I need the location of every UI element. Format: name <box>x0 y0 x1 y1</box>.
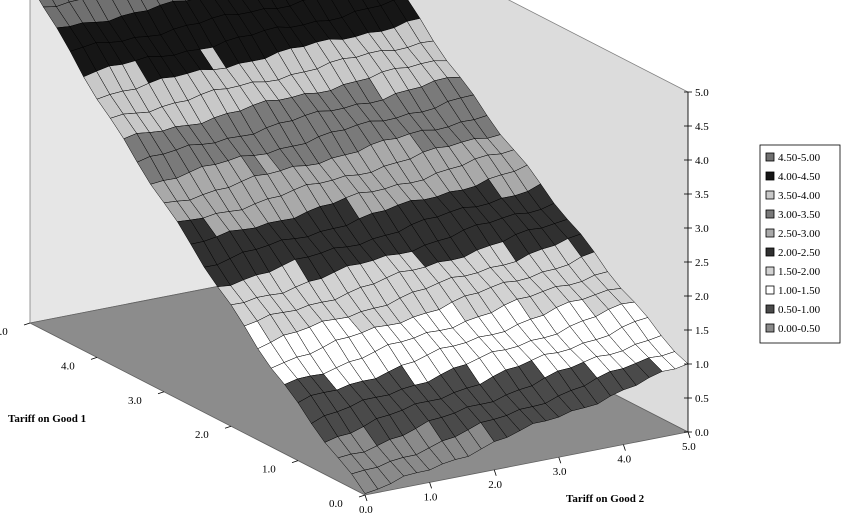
x-axis-title: Tariff on Good 1 <box>8 413 86 425</box>
x-axis-tick-label: 2.0 <box>195 429 209 441</box>
legend-label: 3.50-4.00 <box>778 190 821 202</box>
x-axis-tick <box>291 460 299 463</box>
legend-label: 2.50-3.00 <box>778 228 821 240</box>
surface-cell <box>351 469 379 494</box>
x-axis-tick-label: 3.0 <box>128 395 142 407</box>
x-axis-tick <box>23 322 31 326</box>
y-axis-tick-label: 1.0 <box>424 491 438 503</box>
x-axis-tick-label: 5.0 <box>0 326 8 338</box>
legend-label: 3.00-3.50 <box>778 209 821 221</box>
y-axis-tick-label: 4.0 <box>617 454 631 466</box>
legend-label: 4.50-5.00 <box>778 152 821 164</box>
y-axis-tick-label: 0.0 <box>359 504 373 516</box>
legend-swatch <box>765 247 775 257</box>
legend-swatch <box>765 190 775 200</box>
legend-label: 2.00-2.50 <box>778 247 821 259</box>
legend-swatch <box>765 304 775 314</box>
z-axis-tick-label: 5.0 <box>695 87 709 99</box>
z-axis-tick-label: 1.5 <box>695 325 709 337</box>
x-axis-tick <box>224 425 232 429</box>
x-axis-tick <box>157 391 165 395</box>
y-axis-tick <box>687 431 691 439</box>
legend-swatch <box>765 285 775 295</box>
x-axis-tick <box>358 494 366 498</box>
legend-swatch <box>765 171 775 181</box>
legend-label: 0.00-0.50 <box>778 323 821 335</box>
y-axis-tick-label: 3.0 <box>553 466 567 478</box>
z-axis-tick-label: 0.5 <box>695 393 709 405</box>
y-axis-title: Tariff on Good 2 <box>566 493 645 505</box>
legend-label: 1.50-2.00 <box>778 266 821 278</box>
x-axis-tick <box>90 357 98 360</box>
x-axis-tick-label: 4.0 <box>61 360 75 372</box>
z-axis-tick-label: 3.0 <box>695 223 709 235</box>
z-axis-tick-label: 2.5 <box>695 257 709 269</box>
z-axis-tick-label: 4.0 <box>695 155 709 167</box>
y-axis-tick-label: 2.0 <box>488 479 502 491</box>
legend-swatch <box>765 228 775 238</box>
chart-legend: 4.50-5.00 4.00-4.50 3.50-4.00 3.00-3.50 2.50… <box>759 144 841 344</box>
x-axis-tick-label: 0.0 <box>329 498 343 510</box>
legend-label: 0.50-1.00 <box>778 304 821 316</box>
z-axis-tick-label: 0.0 <box>695 427 709 439</box>
y-axis-tick <box>429 482 432 489</box>
z-axis-tick-label: 1.0 <box>695 359 709 371</box>
y-axis-tick <box>364 494 368 502</box>
y-axis-tick-label: 5.0 <box>682 441 696 453</box>
legend-swatch <box>765 152 775 162</box>
y-axis-tick <box>493 469 497 476</box>
z-axis-tick-label: 2.0 <box>695 291 709 303</box>
y-axis-tick <box>623 444 626 451</box>
surface-mesh <box>38 0 689 494</box>
y-axis-tick <box>558 457 562 464</box>
chart-axes: 0.0 1.0 2.0 3.0 4.0 5.0 0.0 1.0 2.0 3.0 4.0 5.0 0.0 0… <box>0 87 709 516</box>
legend-swatch <box>765 266 775 276</box>
legend-label: 4.00-4.50 <box>778 171 821 183</box>
legend-swatch <box>765 323 775 333</box>
x-axis-tick-label: 1.0 <box>262 464 276 476</box>
z-axis-tick-label: 4.5 <box>695 121 709 133</box>
legend-label: 1.00-1.50 <box>778 285 821 297</box>
z-axis-tick-label: 3.5 <box>695 189 709 201</box>
legend-swatch <box>765 209 775 219</box>
